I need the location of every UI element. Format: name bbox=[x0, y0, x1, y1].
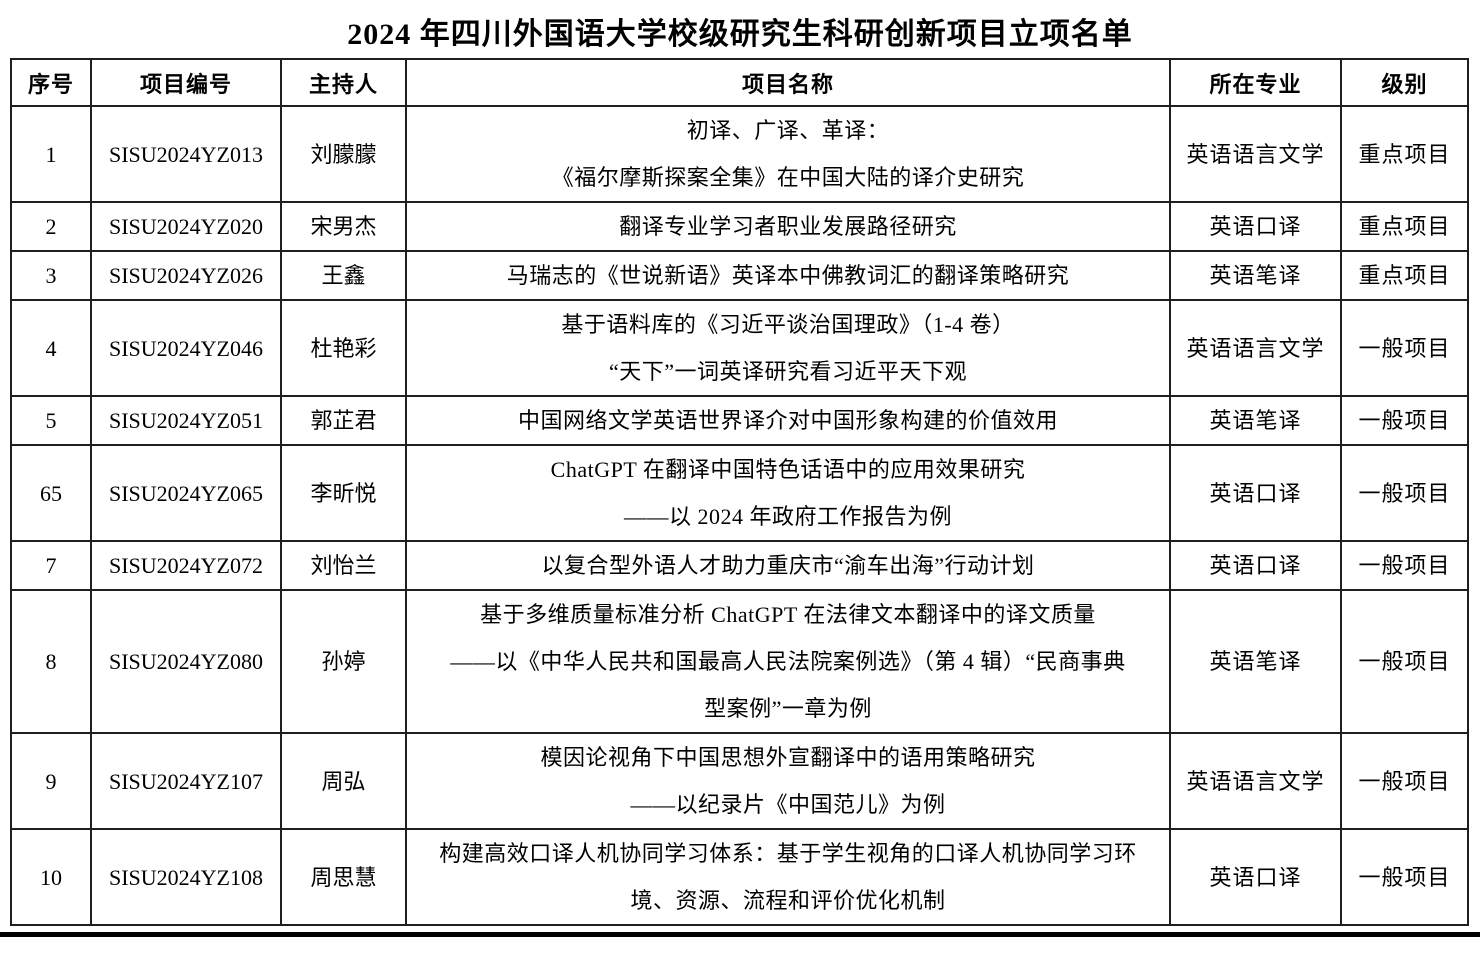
cell-level: 重点项目 bbox=[1340, 201, 1469, 252]
cell-level: 一般项目 bbox=[1340, 540, 1469, 591]
cell-major: 英语口译 bbox=[1169, 540, 1342, 591]
table-row: 3 SISU2024YZ026 王鑫 马瑞志的《世说新语》英译本中佛教词汇的翻译… bbox=[10, 250, 1469, 301]
cell-major: 英语语言文学 bbox=[1169, 732, 1342, 830]
cell-leader: 孙婷 bbox=[280, 589, 407, 734]
cell-leader: 王鑫 bbox=[280, 250, 407, 301]
table-row: 5 SISU2024YZ051 郭芷君 中国网络文学英语世界译介对中国形象构建的… bbox=[10, 395, 1469, 446]
cell-serial-number: 5 bbox=[10, 395, 92, 446]
cell-level: 一般项目 bbox=[1340, 589, 1469, 734]
cell-major: 英语语言文学 bbox=[1169, 105, 1342, 203]
cell-project-name: 基于多维质量标准分析 ChatGPT 在法律文本翻译中的译文质量 ——以《中华人民… bbox=[405, 589, 1171, 734]
table-row: 2 SISU2024YZ020 宋男杰 翻译专业学习者职业发展路径研究 英语口译… bbox=[10, 201, 1469, 252]
cell-serial-number: 65 bbox=[10, 444, 92, 542]
cell-leader: 刘怡兰 bbox=[280, 540, 407, 591]
cell-project-name: 构建高效口译人机协同学习体系：基于学生视角的口译人机协同学习环 境、资源、流程和评… bbox=[405, 828, 1171, 926]
header-project-name: 项目名称 bbox=[405, 58, 1171, 107]
cell-major: 英语口译 bbox=[1169, 201, 1342, 252]
cell-project-code: SISU2024YZ080 bbox=[90, 589, 282, 734]
header-leader: 主持人 bbox=[280, 58, 407, 107]
cell-leader: 李昕悦 bbox=[280, 444, 407, 542]
project-name-line: ——以纪录片《中国范儿》为例 bbox=[630, 792, 946, 817]
cell-project-name: 马瑞志的《世说新语》英译本中佛教词汇的翻译策略研究 bbox=[405, 250, 1171, 301]
cell-major: 英语口译 bbox=[1169, 444, 1342, 542]
cell-project-name: ChatGPT 在翻译中国特色话语中的应用效果研究 ——以 2024 年政府工作报… bbox=[405, 444, 1171, 542]
project-name-line: 中国网络文学英语世界译介对中国形象构建的价值效用 bbox=[517, 408, 1058, 433]
cell-leader: 周思慧 bbox=[280, 828, 407, 926]
cell-major: 英语笔译 bbox=[1169, 589, 1342, 734]
cell-project-name: 中国网络文学英语世界译介对中国形象构建的价值效用 bbox=[405, 395, 1171, 446]
cell-level: 一般项目 bbox=[1340, 299, 1469, 397]
cell-serial-number: 8 bbox=[10, 589, 92, 734]
cell-major: 英语笔译 bbox=[1169, 250, 1342, 301]
cell-serial-number: 10 bbox=[10, 828, 92, 926]
cell-project-name: 模因论视角下中国思想外宣翻译中的语用策略研究 ——以纪录片《中国范儿》为例 bbox=[405, 732, 1171, 830]
table-row: 8 SISU2024YZ080 孙婷 基于多维质量标准分析 ChatGPT 在法… bbox=[10, 589, 1469, 734]
cell-level: 一般项目 bbox=[1340, 444, 1469, 542]
cell-major: 英语语言文学 bbox=[1169, 299, 1342, 397]
cell-leader: 宋男杰 bbox=[280, 201, 407, 252]
table-body: 1 SISU2024YZ013 刘朦朦 初译、广译、革译： 《福尔摩斯探案全集》在… bbox=[10, 105, 1469, 926]
cell-project-name: 翻译专业学习者职业发展路径研究 bbox=[405, 201, 1171, 252]
table-header-row: 序号 项目编号 主持人 项目名称 所在专业 级别 bbox=[10, 58, 1469, 107]
cell-serial-number: 9 bbox=[10, 732, 92, 830]
project-name-line: 翻译专业学习者职业发展路径研究 bbox=[619, 214, 957, 239]
cell-project-code: SISU2024YZ013 bbox=[90, 105, 282, 203]
cell-project-code: SISU2024YZ072 bbox=[90, 540, 282, 591]
cell-project-code: SISU2024YZ051 bbox=[90, 395, 282, 446]
cell-project-code: SISU2024YZ020 bbox=[90, 201, 282, 252]
cell-project-code: SISU2024YZ026 bbox=[90, 250, 282, 301]
project-name-line: “天下”一词英译研究看习近平天下观 bbox=[608, 359, 968, 384]
project-name-line: 基于多维质量标准分析 ChatGPT 在法律文本翻译中的译文质量 bbox=[480, 602, 1096, 627]
header-major: 所在专业 bbox=[1169, 58, 1342, 107]
project-name-line: 模因论视角下中国思想外宣翻译中的语用策略研究 bbox=[540, 745, 1036, 770]
cell-level: 重点项目 bbox=[1340, 105, 1469, 203]
project-name-line: 构建高效口译人机协同学习体系：基于学生视角的口译人机协同学习环 bbox=[439, 841, 1137, 866]
cell-serial-number: 7 bbox=[10, 540, 92, 591]
page-title: 2024 年四川外国语大学校级研究生科研创新项目立项名单 bbox=[347, 18, 1133, 51]
table-row: 1 SISU2024YZ013 刘朦朦 初译、广译、革译： 《福尔摩斯探案全集》在… bbox=[10, 105, 1469, 203]
cell-project-code: SISU2024YZ065 bbox=[90, 444, 282, 542]
cell-major: 英语口译 bbox=[1169, 828, 1342, 926]
project-name-line: ChatGPT 在翻译中国特色话语中的应用效果研究 bbox=[550, 457, 1026, 482]
cell-serial-number: 4 bbox=[10, 299, 92, 397]
projects-table: 序号 项目编号 主持人 项目名称 所在专业 级别 1 SISU2024YZ013… bbox=[10, 58, 1469, 926]
page-bottom-edge bbox=[0, 932, 1480, 937]
project-name-line: 《福尔摩斯探案全集》在中国大陆的译介史研究 bbox=[551, 165, 1025, 190]
cell-level: 一般项目 bbox=[1340, 732, 1469, 830]
cell-leader: 郭芷君 bbox=[280, 395, 407, 446]
project-name-line: 型案例”一章为例 bbox=[704, 696, 872, 721]
project-name-line: 马瑞志的《世说新语》英译本中佛教词汇的翻译策略研究 bbox=[506, 263, 1070, 288]
cell-level: 一般项目 bbox=[1340, 395, 1469, 446]
header-no: 序号 bbox=[10, 58, 92, 107]
table-row: 65 SISU2024YZ065 李昕悦 ChatGPT 在翻译中国特色话语中的… bbox=[10, 444, 1469, 542]
cell-serial-number: 2 bbox=[10, 201, 92, 252]
table-row: 7 SISU2024YZ072 刘怡兰 以复合型外语人才助力重庆市“渝车出海”行… bbox=[10, 540, 1469, 591]
cell-leader: 杜艳彩 bbox=[280, 299, 407, 397]
cell-project-name: 以复合型外语人才助力重庆市“渝车出海”行动计划 bbox=[405, 540, 1171, 591]
project-name-line: 以复合型外语人才助力重庆市“渝车出海”行动计划 bbox=[541, 553, 1035, 578]
header-code: 项目编号 bbox=[90, 58, 282, 107]
cell-serial-number: 1 bbox=[10, 105, 92, 203]
cell-level: 重点项目 bbox=[1340, 250, 1469, 301]
project-name-line: ——以 2024 年政府工作报告为例 bbox=[623, 504, 952, 529]
header-level: 级别 bbox=[1340, 58, 1469, 107]
cell-leader: 周弘 bbox=[280, 732, 407, 830]
table-row: 4 SISU2024YZ046 杜艳彩 基于语料库的《习近平谈治国理政》（1-4… bbox=[10, 299, 1469, 397]
project-name-line: ——以《中华人民共和国最高人民法院案例选》（第 4 辑）“民商事典 bbox=[450, 649, 1126, 674]
project-name-line: 境、资源、流程和评价优化机制 bbox=[630, 888, 946, 913]
cell-project-code: SISU2024YZ108 bbox=[90, 828, 282, 926]
cell-major: 英语笔译 bbox=[1169, 395, 1342, 446]
table-row: 10 SISU2024YZ108 周思慧 构建高效口译人机协同学习体系：基于学生… bbox=[10, 828, 1469, 926]
cell-serial-number: 3 bbox=[10, 250, 92, 301]
table-row: 9 SISU2024YZ107 周弘 模因论视角下中国思想外宣翻译中的语用策略研… bbox=[10, 732, 1469, 830]
cell-project-name: 基于语料库的《习近平谈治国理政》（1-4 卷） “天下”一词英译研究看习近平天下观 bbox=[405, 299, 1171, 397]
cell-project-code: SISU2024YZ107 bbox=[90, 732, 282, 830]
cell-level: 一般项目 bbox=[1340, 828, 1469, 926]
cell-project-code: SISU2024YZ046 bbox=[90, 299, 282, 397]
cell-leader: 刘朦朦 bbox=[280, 105, 407, 203]
cell-project-name: 初译、广译、革译： 《福尔摩斯探案全集》在中国大陆的译介史研究 bbox=[405, 105, 1171, 203]
project-name-line: 初译、广译、革译： bbox=[686, 118, 890, 143]
project-name-line: 基于语料库的《习近平谈治国理政》（1-4 卷） bbox=[561, 312, 1015, 337]
